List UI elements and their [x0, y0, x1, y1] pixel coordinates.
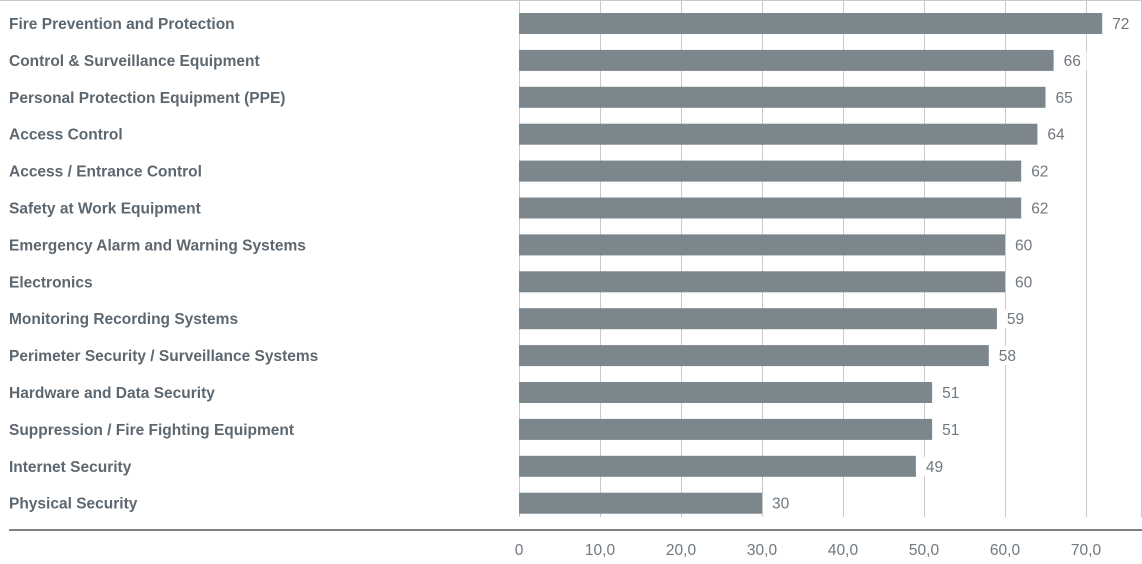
bar: [519, 455, 916, 477]
value-label-bg: [1026, 161, 1055, 181]
bar: [519, 271, 1005, 293]
value-label: 64: [1047, 127, 1065, 144]
x-tick-label: 50,0: [909, 542, 940, 559]
category-label: Monitoring Recording Systems: [9, 311, 238, 328]
value-labels: 72 66 65 64 62 62 60 60 59 58 51 51 49 30: [767, 14, 1136, 513]
value-label-bg: [1001, 309, 1030, 329]
value-label: 65: [1056, 90, 1073, 107]
bar: [519, 160, 1022, 182]
value-label: 72: [1112, 16, 1129, 33]
value-label-bg: [1026, 198, 1055, 218]
value-label-bg: [937, 383, 966, 402]
x-tick-label: 10,0: [585, 542, 616, 559]
value-label-bg: [937, 419, 966, 439]
bar: [519, 382, 933, 403]
category-label: Physical Security: [9, 496, 138, 513]
category-label: Safety at Work Equipment: [9, 201, 201, 218]
category-label: Access Control: [9, 127, 123, 144]
value-label-bg: [767, 493, 795, 513]
bar: [519, 308, 997, 330]
category-label: Access / Entrance Control: [9, 164, 202, 181]
x-tick-label: 40,0: [828, 542, 859, 559]
bar: [519, 197, 1022, 219]
category-label: Internet Security: [9, 459, 132, 476]
value-label: 66: [1064, 53, 1081, 70]
x-tick-labels: 0 10,0 20,0 30,0 40,0 50,0 60,0 70,0: [515, 542, 1102, 559]
x-tick-label: 20,0: [666, 542, 697, 559]
category-labels: Fire Prevention and Protection Control & …: [9, 16, 318, 513]
x-tick-label: 30,0: [747, 542, 778, 559]
value-label-bg: [1107, 14, 1136, 33]
value-label: 49: [926, 459, 943, 476]
value-label-bg: [1010, 235, 1038, 255]
bars: [519, 13, 1103, 514]
value-label-bg: [1010, 272, 1038, 292]
category-label: Suppression / Fire Fighting Equipment: [9, 422, 294, 439]
value-label: 30: [772, 496, 790, 513]
value-label-bg: [1058, 50, 1087, 70]
value-label: 51: [942, 422, 959, 439]
x-tick-label: 0: [515, 542, 524, 559]
value-label: 60: [1015, 274, 1033, 291]
category-label: Perimeter Security / Surveillance System…: [9, 348, 318, 365]
bar: [519, 492, 762, 514]
value-label-bg: [1042, 124, 1071, 144]
value-label: 62: [1031, 164, 1048, 181]
category-label: Emergency Alarm and Warning Systems: [9, 237, 306, 254]
category-label: Control & Surveillance Equipment: [9, 53, 260, 70]
bar: [519, 86, 1046, 108]
value-label: 60: [1015, 237, 1033, 254]
bar: [519, 13, 1103, 34]
x-tick-label: 70,0: [1071, 542, 1102, 559]
x-tick-label: 60,0: [990, 542, 1021, 559]
bar: [519, 49, 1054, 71]
category-label: Personal Protection Equipment (PPE): [9, 90, 285, 107]
category-label: Electronics: [9, 274, 93, 291]
bar: [519, 123, 1038, 145]
bar: [519, 234, 1005, 256]
bar: [519, 345, 989, 367]
value-label-bg: [993, 346, 1022, 366]
bar: [519, 418, 933, 440]
category-label: Hardware and Data Security: [9, 385, 215, 402]
category-label: Fire Prevention and Protection: [9, 16, 235, 33]
value-label: 59: [1007, 311, 1024, 328]
value-label-bg: [920, 456, 949, 476]
value-label: 51: [942, 385, 959, 402]
value-label-bg: [1050, 87, 1079, 107]
value-label: 58: [999, 348, 1016, 365]
value-label: 62: [1031, 201, 1048, 218]
